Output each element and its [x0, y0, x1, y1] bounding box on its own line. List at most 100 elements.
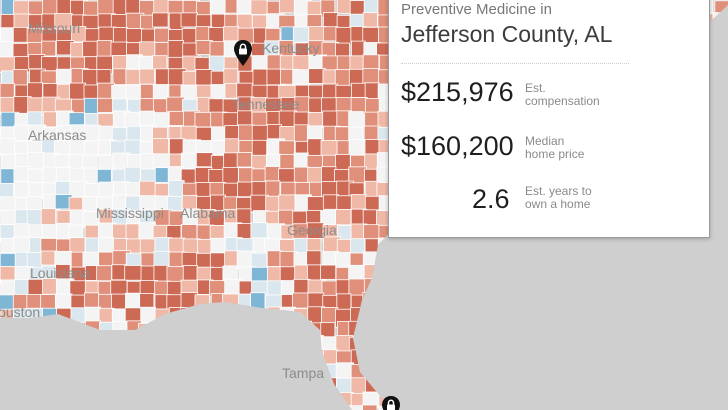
county-cell[interactable] — [363, 224, 380, 240]
county-cell[interactable] — [250, 0, 268, 15]
county-cell[interactable] — [348, 111, 364, 129]
county-cell[interactable] — [0, 168, 16, 186]
county-cell[interactable] — [140, 153, 156, 172]
county-cell[interactable] — [308, 97, 324, 114]
county-cell[interactable] — [182, 265, 198, 283]
county-cell[interactable] — [96, 69, 112, 85]
county-cell[interactable] — [168, 180, 185, 198]
county-cell[interactable] — [96, 97, 115, 113]
county-cell[interactable] — [12, 27, 29, 43]
county-cell[interactable] — [0, 82, 15, 100]
county-cell[interactable] — [154, 167, 170, 183]
county-cell[interactable] — [96, 40, 113, 58]
county-cell[interactable] — [28, 182, 45, 198]
county-cell[interactable] — [322, 194, 340, 210]
county-cell[interactable] — [209, 41, 225, 59]
county-cell[interactable] — [320, 264, 337, 280]
county-cell[interactable] — [351, 40, 366, 57]
county-cell[interactable] — [209, 182, 226, 197]
county-cell[interactable] — [139, 68, 155, 85]
county-cell[interactable] — [307, 138, 323, 157]
county-cell[interactable] — [96, 265, 112, 282]
county-cell[interactable] — [252, 68, 268, 88]
county-cell[interactable] — [54, 293, 73, 311]
county-cell[interactable] — [307, 166, 323, 183]
county-cell[interactable] — [68, 153, 84, 171]
county-cell[interactable] — [167, 40, 184, 59]
county-cell[interactable] — [336, 293, 352, 311]
county-cell[interactable] — [125, 28, 144, 44]
county-cell[interactable] — [168, 237, 186, 253]
county-cell[interactable] — [335, 42, 350, 58]
county-cell[interactable] — [0, 56, 15, 73]
county-cell[interactable] — [40, 208, 57, 228]
county-cell[interactable] — [278, 0, 295, 14]
county-cell[interactable] — [153, 264, 169, 282]
county-cell[interactable] — [250, 222, 268, 241]
county-cell[interactable] — [350, 194, 367, 210]
county-cell[interactable] — [139, 110, 155, 126]
county-cell[interactable] — [41, 56, 58, 72]
county-cell[interactable] — [238, 124, 255, 143]
county-cell[interactable] — [195, 69, 214, 88]
county-cell[interactable] — [348, 139, 365, 156]
county-cell[interactable] — [194, 111, 212, 128]
county-cell[interactable] — [307, 292, 325, 310]
county-cell[interactable] — [181, 251, 199, 267]
county-cell[interactable] — [168, 110, 185, 126]
county-cell[interactable] — [362, 404, 378, 410]
county-cell[interactable] — [335, 252, 351, 270]
county-cell[interactable] — [251, 266, 269, 283]
county-cell[interactable] — [236, 13, 253, 30]
county-cell[interactable] — [69, 82, 86, 102]
county-cell[interactable] — [125, 292, 141, 311]
county-cell[interactable] — [222, 166, 239, 185]
county-cell[interactable] — [348, 405, 365, 410]
county-cell[interactable] — [236, 152, 252, 168]
county-cell[interactable] — [321, 55, 339, 71]
lock-pin-icon[interactable] — [233, 40, 253, 66]
county-cell[interactable] — [266, 250, 282, 267]
county-cell[interactable] — [85, 237, 101, 254]
county-cell[interactable] — [292, 292, 309, 309]
county-cell[interactable] — [222, 112, 239, 128]
lock-pin-icon[interactable] — [381, 396, 401, 410]
county-cell[interactable] — [195, 152, 214, 168]
county-cell[interactable] — [166, 96, 185, 113]
county-cell[interactable] — [335, 97, 352, 114]
county-cell[interactable] — [278, 194, 296, 213]
county-cell[interactable] — [152, 153, 171, 170]
county-cell[interactable] — [140, 306, 156, 323]
county-cell[interactable] — [181, 27, 198, 44]
county-cell[interactable] — [350, 238, 366, 255]
county-cell[interactable] — [306, 237, 322, 253]
county-cell[interactable] — [42, 166, 59, 184]
county-cell[interactable] — [152, 12, 169, 28]
county-cell[interactable] — [292, 69, 310, 86]
county-cell[interactable] — [12, 69, 28, 87]
county-cell[interactable] — [83, 0, 100, 17]
county-cell[interactable] — [180, 12, 198, 28]
county-cell[interactable] — [84, 124, 101, 142]
county-cell[interactable] — [14, 279, 30, 297]
county-cell[interactable] — [0, 237, 16, 253]
county-cell[interactable] — [139, 41, 156, 57]
county-cell[interactable] — [41, 40, 57, 57]
county-cell[interactable] — [280, 181, 297, 197]
county-cell[interactable] — [124, 111, 141, 128]
county-cell[interactable] — [0, 41, 14, 58]
county-cell[interactable] — [264, 166, 280, 182]
county-cell[interactable] — [335, 154, 351, 171]
county-cell[interactable] — [210, 140, 226, 156]
county-cell[interactable] — [335, 209, 352, 226]
county-cell[interactable] — [322, 12, 339, 29]
county-cell[interactable] — [293, 124, 310, 142]
county-cell[interactable] — [237, 110, 253, 126]
county-cell[interactable] — [0, 138, 17, 157]
county-cell[interactable] — [27, 278, 45, 297]
county-cell[interactable] — [83, 292, 100, 308]
county-cell[interactable] — [209, 0, 226, 16]
county-cell[interactable] — [278, 168, 295, 184]
county-cell[interactable] — [82, 40, 98, 58]
